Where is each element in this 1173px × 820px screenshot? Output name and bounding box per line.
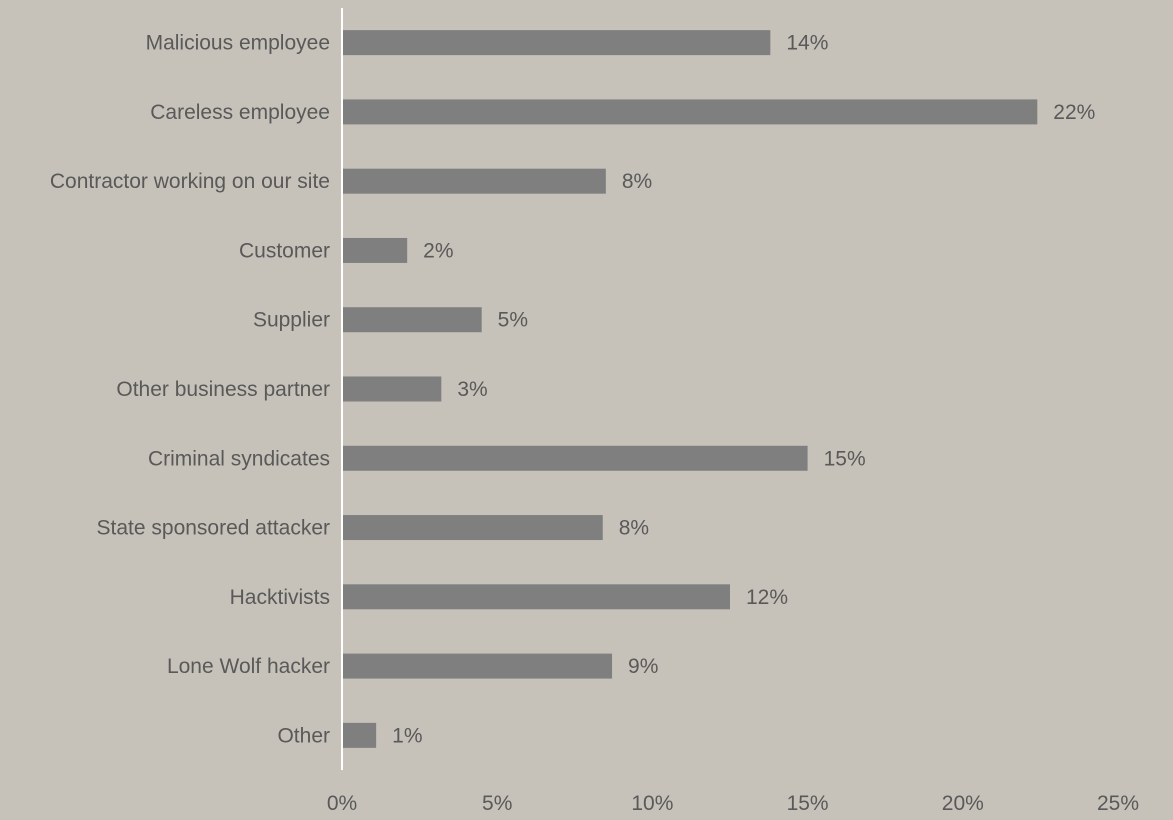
data-label: 1% [392,724,422,747]
data-label: 15% [824,447,866,470]
x-tick-label: 15% [787,792,829,815]
category-label: Malicious employee [146,32,330,55]
x-tick-label: 5% [482,792,512,815]
category-label: Other business partner [116,378,330,401]
bar [342,653,613,679]
x-tick-label: 20% [942,792,984,815]
data-label: 8% [622,170,652,193]
bar [342,30,771,56]
bar [342,237,408,263]
x-tick-label: 0% [327,792,357,815]
category-label: Careless employee [150,101,330,124]
bar [342,376,442,402]
bar [342,722,377,748]
data-label: 9% [628,655,658,678]
category-label: Customer [239,239,330,262]
category-label: Supplier [253,309,330,332]
bar [342,515,603,541]
data-label: 8% [619,517,649,540]
category-label: Lone Wolf hacker [167,655,330,678]
bar [342,99,1038,125]
x-tick-label: 25% [1097,792,1139,815]
category-label: Criminal syndicates [148,447,330,470]
data-label: 2% [423,239,453,262]
bar [342,445,808,471]
data-label: 22% [1053,101,1095,124]
bar [342,307,482,333]
bar [342,584,730,610]
category-label: State sponsored attacker [97,517,330,540]
category-label: Hacktivists [230,586,330,609]
x-tick-label: 10% [631,792,673,815]
category-label: Contractor working on our site [50,170,330,193]
data-label: 12% [746,586,788,609]
category-label: Other [277,724,330,747]
bar [342,168,606,194]
data-label: 14% [786,32,828,55]
data-label: 5% [498,309,528,332]
data-label: 3% [457,378,487,401]
